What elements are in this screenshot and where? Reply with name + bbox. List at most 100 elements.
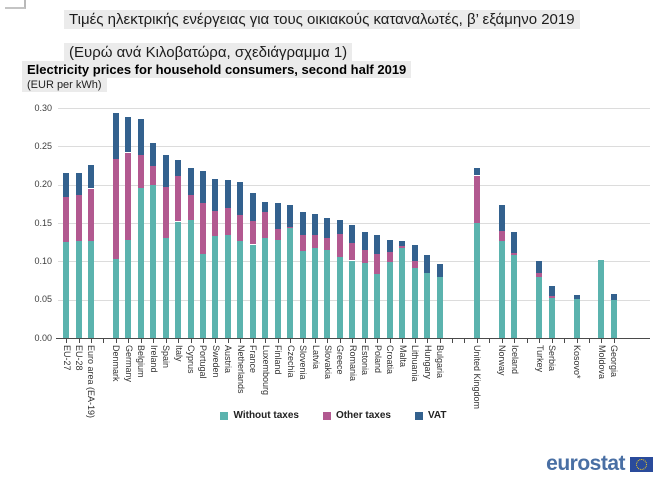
bar-segment-without-taxes xyxy=(598,259,605,338)
bar-segment-other-taxes xyxy=(175,176,182,222)
bar-segment-other-taxes xyxy=(361,249,368,263)
bar-segment-vat xyxy=(274,203,281,230)
bar-segment-other-taxes xyxy=(112,158,119,259)
legend-label: Other taxes xyxy=(335,410,391,421)
bar-segment-without-taxes xyxy=(324,250,331,338)
bar-segment-vat xyxy=(511,232,518,253)
bar-segment-vat xyxy=(137,118,144,155)
bar-segment-without-taxes xyxy=(262,238,269,338)
x-axis-country-label: Euro area (EA-19) xyxy=(86,345,97,419)
x-axis-country-label: Luxembourg xyxy=(260,345,271,396)
bar-segment-without-taxes xyxy=(137,187,144,338)
x-axis-country-label: Cyprus xyxy=(186,345,196,374)
y-axis-tick-label: 0.25 xyxy=(34,140,52,151)
bar-segment-other-taxes xyxy=(498,231,505,242)
x-axis-tick xyxy=(539,339,541,343)
bar-segment-without-taxes xyxy=(573,299,580,338)
x-axis-tick xyxy=(476,339,478,343)
bar-segment-without-taxes xyxy=(536,277,543,338)
x-axis-tick xyxy=(327,339,329,343)
bar-segment-other-taxes xyxy=(125,152,132,240)
subtitle-greek: (Ευρώ ανά Κιλοβατώρα, σχεδιάγραμμα 1) xyxy=(64,43,353,62)
bar-segment-without-taxes xyxy=(349,260,356,338)
bar-segment-without-taxes xyxy=(199,254,206,338)
bar-segment-without-taxes xyxy=(237,241,244,338)
chart-legend: Without taxes Other taxes VAT xyxy=(0,410,667,421)
y-axis-tick-label: 0.00 xyxy=(34,332,52,343)
x-axis-tick xyxy=(178,339,180,343)
bar-segment-vat xyxy=(411,244,418,261)
x-axis-country-label: Finland xyxy=(273,345,284,375)
bar-segment-without-taxes xyxy=(150,185,157,338)
title-greek-text: Τιμές ηλεκτρικής ενέργειας για τους οικι… xyxy=(64,10,580,29)
bar-segment-vat xyxy=(299,211,306,235)
x-axis-country-label: Italy xyxy=(173,345,184,362)
bar-segment-vat xyxy=(498,205,505,232)
bar-segment-other-taxes xyxy=(548,295,555,299)
bar-segment-without-taxes xyxy=(548,298,555,338)
bar-segment-other-taxes xyxy=(324,237,331,251)
x-axis-country-label: Sweden xyxy=(210,345,221,378)
gridline xyxy=(58,223,650,224)
bar-segment-other-taxes xyxy=(312,235,318,249)
bar-segment-vat xyxy=(548,285,555,296)
x-axis-country-label: EU-28 xyxy=(74,345,84,371)
x-axis-tick xyxy=(115,339,117,343)
bar-segment-other-taxes xyxy=(237,214,244,242)
legend-label: Without taxes xyxy=(233,410,299,421)
x-axis-tick xyxy=(551,339,553,343)
x-axis-tick xyxy=(103,339,105,343)
legend-swatch-other-taxes xyxy=(322,411,331,420)
x-axis-country-label: Turkey xyxy=(534,345,545,373)
bar-segment-other-taxes xyxy=(249,220,256,245)
bar-segment-other-taxes xyxy=(187,194,194,220)
chart-unit-text: (EUR per kWh) xyxy=(22,78,107,92)
bar-segment-without-taxes xyxy=(63,242,69,338)
chart-unit-label: (EUR per kWh) xyxy=(22,78,107,92)
bar-segment-other-taxes xyxy=(411,260,418,269)
bar-segment-vat xyxy=(573,294,580,300)
x-axis-country-label: Norway xyxy=(497,345,508,376)
x-axis-tick xyxy=(315,339,316,343)
x-axis-tick xyxy=(302,339,304,343)
y-axis-tick-label: 0.30 xyxy=(34,102,52,113)
bar-segment-without-taxes xyxy=(187,219,194,338)
bar-segment-other-taxes xyxy=(87,188,94,241)
x-axis-tick xyxy=(451,339,453,343)
bar-segment-without-taxes xyxy=(312,248,318,338)
x-axis-tick xyxy=(364,339,366,343)
x-axis-tick xyxy=(240,339,242,343)
x-axis-country-label: Portugal xyxy=(198,345,209,379)
bar-segment-without-taxes xyxy=(411,268,418,338)
chart-title: Electricity prices for household consume… xyxy=(22,61,412,78)
bar-segment-other-taxes xyxy=(287,226,294,229)
x-axis-tick xyxy=(153,339,155,343)
bar-segment-vat xyxy=(162,154,169,187)
x-axis-tick xyxy=(402,339,404,343)
bar-segment-other-taxes xyxy=(262,211,269,239)
bar-segment-vat xyxy=(610,293,617,301)
bar-segment-other-taxes xyxy=(399,246,406,248)
bar-segment-vat xyxy=(112,113,119,159)
gridline xyxy=(58,184,650,186)
bar-segment-other-taxes xyxy=(63,196,69,243)
x-axis-country-label: Moldova xyxy=(596,345,607,380)
bar-segment-other-taxes xyxy=(336,233,343,257)
bar-segment-without-taxes xyxy=(473,223,480,338)
legend-label: VAT xyxy=(427,410,447,421)
x-axis-country-label: Kosovo* xyxy=(572,345,582,379)
image-corner-placeholder-icon xyxy=(5,0,26,9)
x-axis-tick xyxy=(252,339,254,343)
x-axis-tick xyxy=(526,339,528,343)
x-axis-tick xyxy=(277,339,279,343)
bar-segment-vat xyxy=(75,173,82,196)
bar-segment-other-taxes xyxy=(473,175,480,223)
x-axis-country-label: Bulgaria xyxy=(435,345,445,379)
subtitle-greek-text: (Ευρώ ανά Κιλοβατώρα, σχεδιάγραμμα 1) xyxy=(64,43,353,62)
x-axis-country-label: EU-27 xyxy=(61,345,72,371)
x-axis-tick xyxy=(439,339,441,343)
x-axis-tick xyxy=(290,339,292,343)
x-axis-tick xyxy=(414,339,416,343)
legend-item-vat: VAT xyxy=(414,410,447,421)
